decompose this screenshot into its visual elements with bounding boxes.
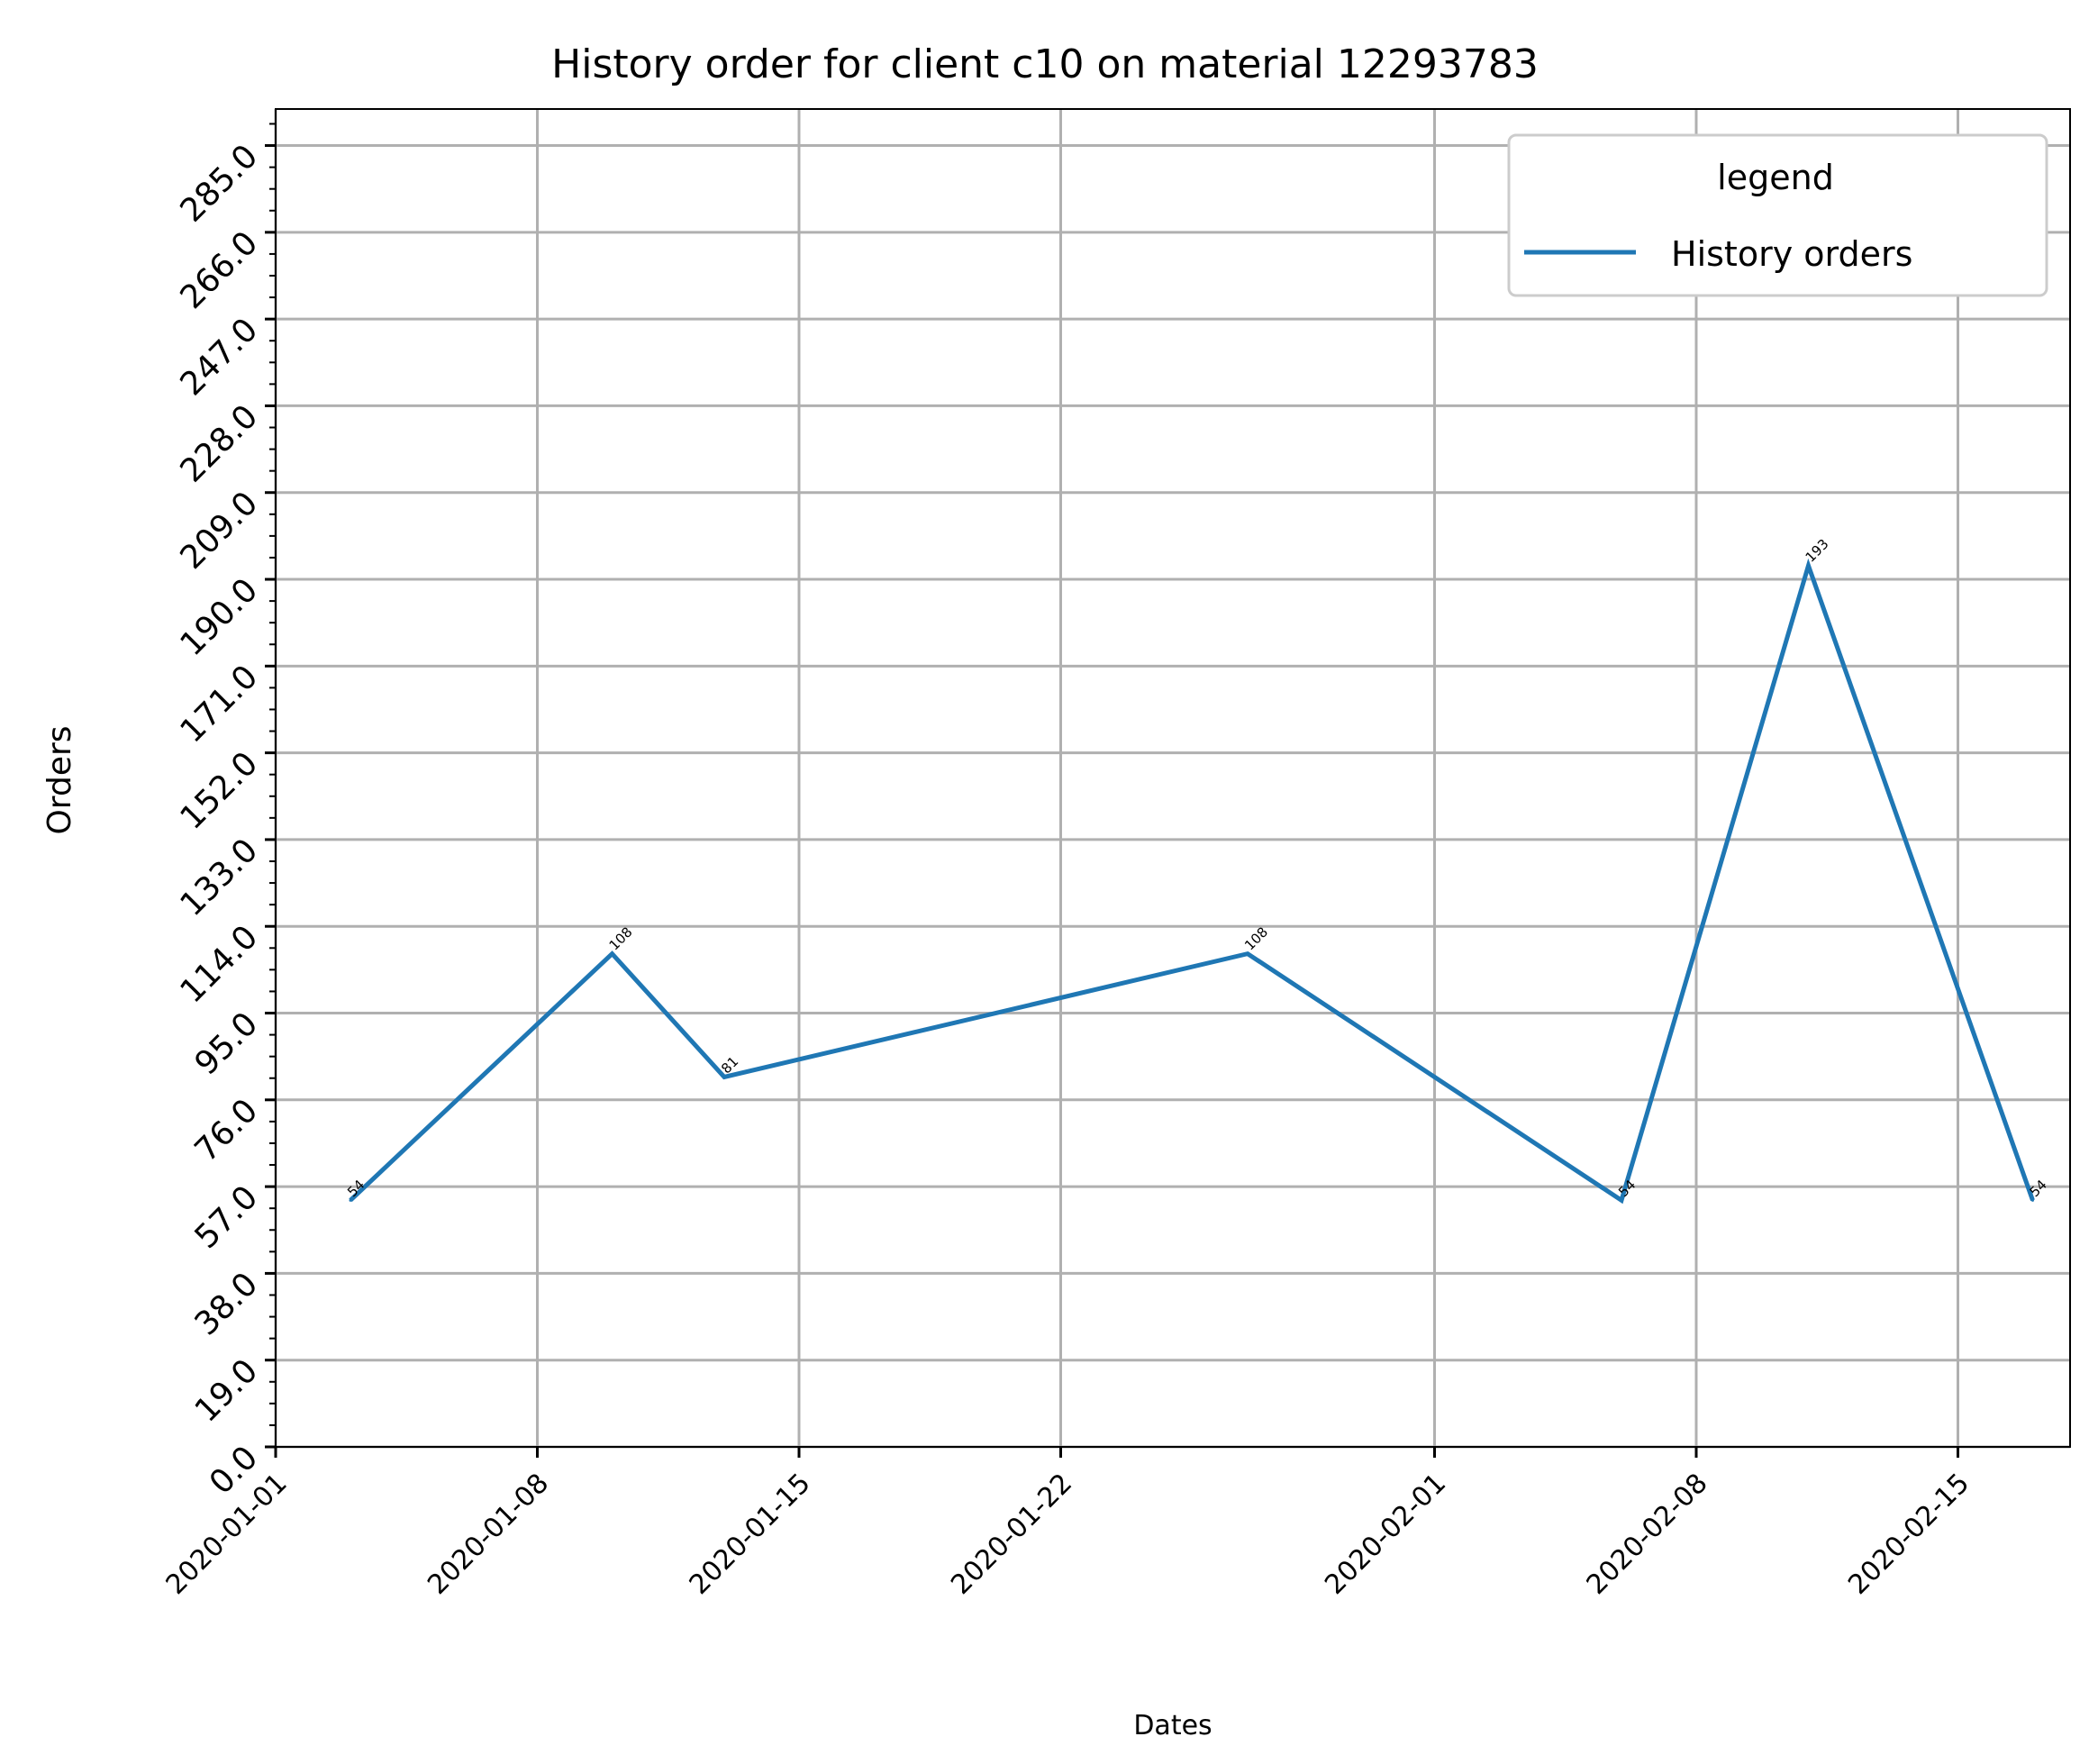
x-axis-label: Dates [1133, 1710, 1212, 1741]
data-point [722, 1075, 726, 1078]
data-point [2031, 1198, 2034, 1202]
plot-frame [275, 108, 2071, 1448]
grid-layer [274, 109, 2070, 1449]
data-point [1807, 564, 1810, 568]
y-axis-label: Orders [41, 725, 78, 834]
legend-series-label: History orders [1671, 234, 1912, 274]
legend: legend History orders [1507, 133, 2048, 297]
chart-title: History order for client c10 on material… [551, 41, 1539, 87]
legend-box [1507, 133, 2048, 297]
data-point [1620, 1198, 1623, 1202]
legend-title: legend [1717, 158, 1834, 197]
data-point [1246, 952, 1249, 956]
data-point [611, 952, 613, 956]
series-layer [349, 558, 2035, 1205]
data-point [349, 1198, 352, 1202]
